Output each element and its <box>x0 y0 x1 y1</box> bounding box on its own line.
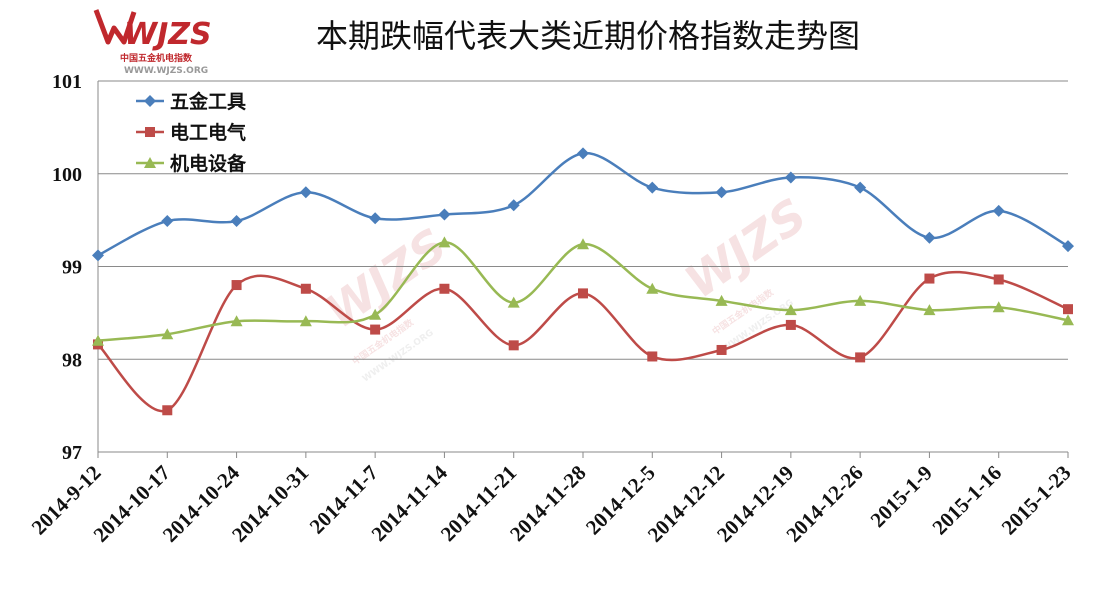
logo-swoosh-icon <box>93 9 137 45</box>
x-tick-label: 2015-1-16 <box>927 461 1006 540</box>
data-point <box>369 212 382 225</box>
axes <box>97 81 1069 458</box>
legend-label: 五金工具 <box>170 90 246 113</box>
data-point <box>1063 304 1073 315</box>
x-tick-label: 2014-11-28 <box>505 461 590 546</box>
series-2 <box>93 270 1073 416</box>
data-point <box>715 186 728 199</box>
legend-label: 电工电气 <box>170 121 246 144</box>
data-point <box>992 204 1005 217</box>
data-point <box>1062 240 1074 253</box>
x-tick-label: 2015-1-23 <box>997 461 1076 540</box>
data-point <box>161 328 174 340</box>
y-tick-label: 97 <box>62 442 82 464</box>
x-tick-label: 2015-1-9 <box>866 461 937 532</box>
data-point <box>577 147 589 160</box>
data-point <box>578 288 588 299</box>
logo-line2: WWW.WJZS.ORG <box>124 66 208 76</box>
data-point <box>370 324 381 335</box>
y-tick-label: 101 <box>52 71 82 93</box>
data-point <box>854 294 867 306</box>
logo-line1: 中国五金机电指数 <box>120 52 193 64</box>
data-point <box>438 236 451 248</box>
y-tick-label: 98 <box>62 349 82 371</box>
series-3 <box>92 236 1074 346</box>
data-point <box>92 249 104 262</box>
data-point <box>646 282 659 294</box>
y-tick-label: 100 <box>52 164 82 186</box>
data-point <box>508 340 519 351</box>
data-point <box>438 208 451 221</box>
data-point <box>507 199 520 212</box>
wjzs-logo: WJZS 中国五金机电指数 WWW.WJZS.ORG <box>93 9 212 76</box>
data-point <box>577 238 589 250</box>
y-axis-ticks: 101 100 99 98 97 <box>52 71 82 464</box>
chart-title: 本期跌幅代表大类近期价格指数走势图 <box>316 17 860 55</box>
data-point <box>231 280 242 291</box>
data-point <box>993 274 1004 285</box>
data-point <box>507 296 520 308</box>
data-point <box>439 283 450 294</box>
data-point <box>161 215 174 228</box>
x-axis-ticks: 2014-9-122014-10-172014-10-242014-10-312… <box>27 460 1076 547</box>
data-point <box>230 315 243 327</box>
data-point <box>854 181 867 194</box>
data-point <box>784 171 797 184</box>
legend-item: 电工电气 <box>136 121 246 144</box>
data-point <box>647 351 658 362</box>
watermark-brand: WJZS <box>675 188 816 309</box>
data-point <box>855 352 866 363</box>
series-line <box>97 241 1069 342</box>
legend-label: 机电设备 <box>170 152 247 175</box>
data-point <box>924 273 935 284</box>
legend-marker <box>145 127 155 137</box>
data-point <box>646 181 659 194</box>
data-point <box>299 315 312 327</box>
legend-item: 机电设备 <box>136 152 247 175</box>
data-point <box>715 294 728 306</box>
data-point <box>923 231 936 244</box>
data-point <box>785 319 796 330</box>
gridlines <box>98 80 1068 360</box>
legend-marker <box>144 95 156 107</box>
data-point <box>162 405 173 416</box>
data-point <box>369 308 382 320</box>
legend-item: 五金工具 <box>136 90 246 113</box>
series-group <box>92 147 1074 416</box>
series-1 <box>92 147 1074 262</box>
data-point <box>992 301 1005 313</box>
data-point <box>299 186 312 199</box>
data-point <box>300 283 311 294</box>
data-point <box>716 344 727 355</box>
y-tick-label: 99 <box>62 257 82 279</box>
data-point <box>1062 314 1074 326</box>
watermark-brand: WJZS <box>315 218 456 339</box>
data-point <box>923 304 936 316</box>
data-point <box>784 304 797 316</box>
data-point <box>92 334 104 346</box>
logo-brand: WJZS <box>124 17 212 52</box>
data-point <box>230 215 243 228</box>
legend-marker <box>144 157 156 168</box>
